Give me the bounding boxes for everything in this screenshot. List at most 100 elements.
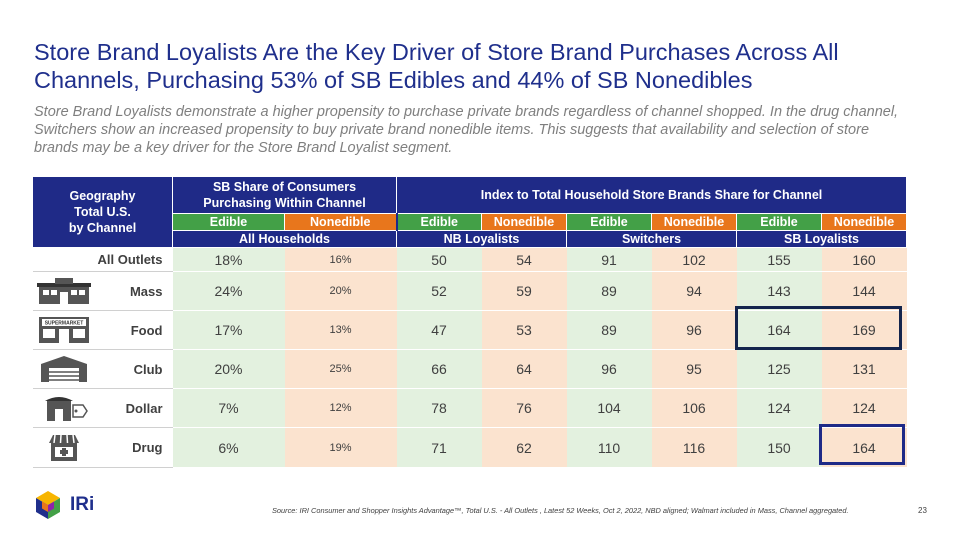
table-cell: 169: [821, 310, 907, 350]
table-cell: 124: [821, 388, 907, 428]
row-label: Mass: [32, 271, 173, 311]
mass-store-icon: [36, 278, 91, 304]
table-cell: 24%: [172, 271, 285, 311]
table-cell: 110: [566, 427, 652, 468]
table-cell: 54: [481, 247, 567, 272]
table-cell: 102: [651, 247, 737, 272]
table-cell: 143: [736, 271, 822, 311]
table-cell: 18%: [172, 247, 285, 272]
index-header: Index to Total Household Store Brands Sh…: [395, 176, 908, 214]
table-cell: 91: [566, 247, 652, 272]
table-cell: 95: [651, 349, 737, 389]
table-row: Club 20% 25% 66 64 96 95 125 131: [32, 349, 907, 389]
table-cell: 16%: [284, 247, 397, 272]
table-cell: 17%: [172, 310, 285, 350]
row-label-text: Dollar: [125, 400, 163, 416]
table-cell: 94: [651, 271, 737, 311]
channel-index-table: Geography Total U.S. by Channel SB Share…: [32, 176, 908, 468]
geo-header-line-1: Geography: [69, 189, 136, 203]
source-note: Source: IRI Consumer and Shopper Insight…: [272, 506, 849, 515]
table-cell: 106: [651, 388, 737, 428]
sub-header-edible: Edible: [172, 213, 285, 231]
slide-title: Store Brand Loyalists Are the Key Driver…: [34, 39, 839, 93]
table-cell: 50: [396, 247, 482, 272]
sub-header-nonedible: Nonedible: [481, 213, 567, 231]
group-sb-loyalists: SB Loyalists: [735, 230, 908, 248]
sub-header-nonedible: Nonedible: [284, 213, 397, 231]
table-cell: 155: [736, 247, 822, 272]
table-cell: 20%: [172, 349, 285, 389]
table-cell: 96: [566, 349, 652, 389]
iri-logo-text: IRi: [70, 494, 95, 515]
table-row: All Outlets 18% 16% 50 54 91 102 155 160: [32, 247, 907, 272]
supermarket-icon: SUPERMARKET: [38, 317, 89, 343]
table-cell: 59: [481, 271, 567, 311]
table-cell: 160: [821, 247, 907, 272]
table-cell: 164: [736, 310, 822, 350]
table-cell: 52: [396, 271, 482, 311]
table-cell: 150: [736, 427, 822, 468]
row-label-text: Food: [130, 322, 163, 338]
row-label: SUPERMARKET Food: [32, 310, 173, 350]
page-number: 23: [918, 506, 927, 515]
table-cell: 7%: [172, 388, 285, 428]
geography-header: Geography Total U.S. by Channel: [32, 176, 173, 248]
group-nb-loyalists: NB Loyalists: [396, 230, 567, 248]
table-cell: 78: [396, 388, 482, 428]
row-label: Dollar: [32, 388, 173, 428]
table-cell: 89: [566, 310, 652, 350]
sb-share-header-line-2: Purchasing Within Channel: [203, 196, 366, 210]
table-cell: 6%: [172, 427, 285, 468]
sub-header-edible: Edible: [566, 213, 652, 231]
table-cell: 53: [481, 310, 567, 350]
table-cell: 71: [396, 427, 482, 468]
table-cell: 64: [481, 349, 567, 389]
table-cell: 47: [396, 310, 482, 350]
table-row: Mass 24% 20% 52 59 89 94 143 144: [32, 271, 907, 311]
sub-header-edible: Edible: [736, 213, 822, 231]
row-label: All Outlets: [32, 247, 173, 272]
table-cell: 89: [566, 271, 652, 311]
table-cell: 62: [481, 427, 567, 468]
table-cell: 125: [736, 349, 822, 389]
geo-header-line-2: Total U.S.: [74, 205, 131, 219]
sub-header-edible: Edible: [395, 213, 482, 231]
table-row: Dollar 7% 12% 78 76 104 106 124 124: [32, 388, 907, 428]
slide-subtitle: Store Brand Loyalists demonstrate a high…: [34, 104, 899, 156]
table-cell: 12%: [284, 388, 397, 428]
row-label-text: Drug: [132, 440, 163, 455]
row-label: Club: [32, 349, 173, 389]
highlight-box-drug-sb-nonedible: [819, 424, 905, 465]
table-cell: 25%: [284, 349, 397, 389]
table-cell: 104: [566, 388, 652, 428]
table-cell: 116: [651, 427, 737, 468]
sb-share-header-line-1: SB Share of Consumers: [212, 180, 357, 194]
table-cell: 20%: [284, 271, 397, 311]
sb-share-header: SB Share of Consumers Purchasing Within …: [172, 176, 397, 214]
row-label-text: All Outlets: [97, 252, 163, 267]
highlight-box-food-sb-loyalists: [735, 306, 902, 350]
drug-store-icon: [48, 434, 79, 461]
group-all-households: All Households: [172, 230, 397, 248]
table-cell: 144: [821, 271, 907, 311]
table-cell: 124: [736, 388, 822, 428]
dollar-store-icon: [44, 397, 88, 421]
table-cell: 76: [481, 388, 567, 428]
table-cell: 96: [651, 310, 737, 350]
table-cell: 131: [821, 349, 907, 389]
row-label-text: Club: [133, 361, 163, 377]
group-switchers: Switchers: [566, 230, 737, 248]
supermarket-sign: SUPERMARKET: [44, 321, 83, 327]
sub-header-nonedible: Nonedible: [820, 213, 908, 231]
table-row: SUPERMARKET Food 17% 13% 47 53 89 96 164…: [32, 310, 907, 350]
geo-header-line-3: by Channel: [68, 221, 137, 235]
table-cell: 66: [396, 349, 482, 389]
sub-header-nonedible: Nonedible: [651, 213, 737, 231]
table-row: Drug 6% 19% 71 62 110 116 150 164: [32, 427, 907, 468]
table-cell: 13%: [284, 310, 397, 350]
table-cell: 164: [821, 427, 907, 468]
row-label: Drug: [32, 427, 173, 468]
table-cell: 19%: [284, 427, 397, 468]
row-label-text: Mass: [129, 283, 163, 299]
club-warehouse-icon: [40, 356, 87, 382]
